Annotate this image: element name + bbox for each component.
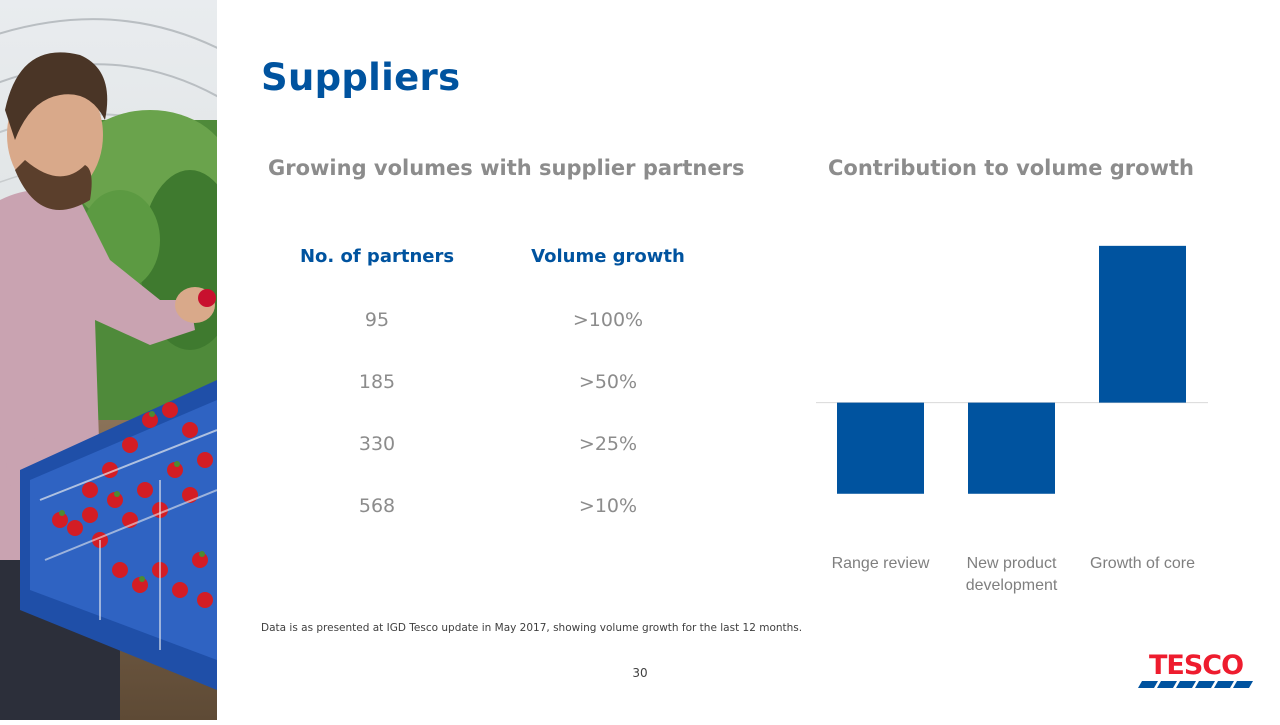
tesco-logo: TESCO	[1138, 652, 1254, 690]
table-cell-volume-growth: >50%	[578, 371, 638, 393]
table-cell-volume-growth: >10%	[578, 495, 638, 517]
page-number: 30	[632, 666, 648, 680]
tesco-logo-stripes-icon	[1138, 681, 1253, 688]
table-cell-partners: 568	[358, 495, 396, 517]
tesco-logo-text: TESCO	[1148, 650, 1244, 681]
chart-bar	[837, 402, 924, 494]
chart-category-label: Range review	[832, 555, 930, 572]
volume-growth-chart-heading: Contribution to volume growth	[828, 156, 1194, 180]
table-cell-volume-growth: >25%	[578, 433, 638, 455]
chart-category-label: Growth of core	[1090, 555, 1195, 572]
table-cell-volume-growth: >100%	[572, 309, 644, 331]
table-cell-partners: 95	[364, 309, 390, 331]
table-cell-partners: 185	[358, 371, 396, 393]
table-cell-partners: 330	[358, 433, 396, 455]
table-header-partners: No. of partners	[299, 246, 455, 267]
supplier-photo	[0, 0, 241, 720]
chart-bar	[1099, 245, 1186, 403]
slide-title: Suppliers	[261, 56, 461, 99]
chart-category-label: New product development	[966, 555, 1058, 594]
supplier-partners-heading: Growing volumes with supplier partners	[268, 156, 745, 180]
chart-bar	[968, 402, 1055, 494]
volume-growth-chart: Range review New product development Growth…	[816, 245, 1208, 594]
footnote: Data is as presented at IGD Tesco update…	[261, 622, 803, 634]
table-header-volume-growth: Volume growth	[531, 246, 685, 267]
